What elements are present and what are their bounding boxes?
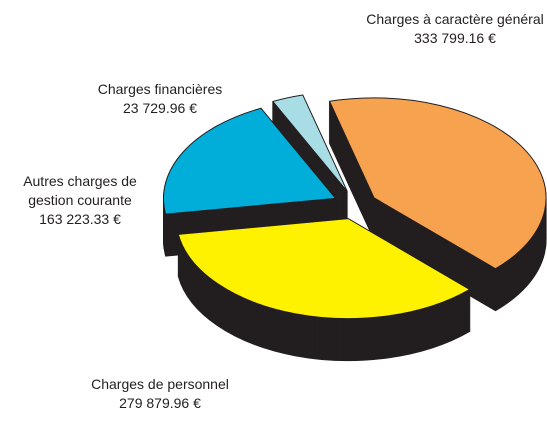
value-label: 333 799.16 € [414,30,496,46]
pie-slice [328,97,547,270]
slice-label: Charges de personnel 279 879.96 € [60,375,260,413]
slice-label: Charges financières 23 729.96 € [65,80,255,118]
category-label: Autres charges de gestion courante [23,173,137,208]
value-label: 163 223.33 € [39,211,121,227]
pie-slice [177,218,471,320]
pie-slice [271,94,348,192]
category-label: Charges à caractère général [366,11,544,27]
category-label: Charges de personnel [91,376,229,392]
slice-label: Charges à caractère général 333 799.16 € [360,10,547,48]
value-label: 23 729.96 € [123,100,197,116]
category-label: Charges financières [97,81,223,97]
value-label: 279 879.96 € [119,395,201,411]
pie-slice [163,107,337,215]
slice-label: Autres charges de gestion courante 163 22… [10,172,150,229]
